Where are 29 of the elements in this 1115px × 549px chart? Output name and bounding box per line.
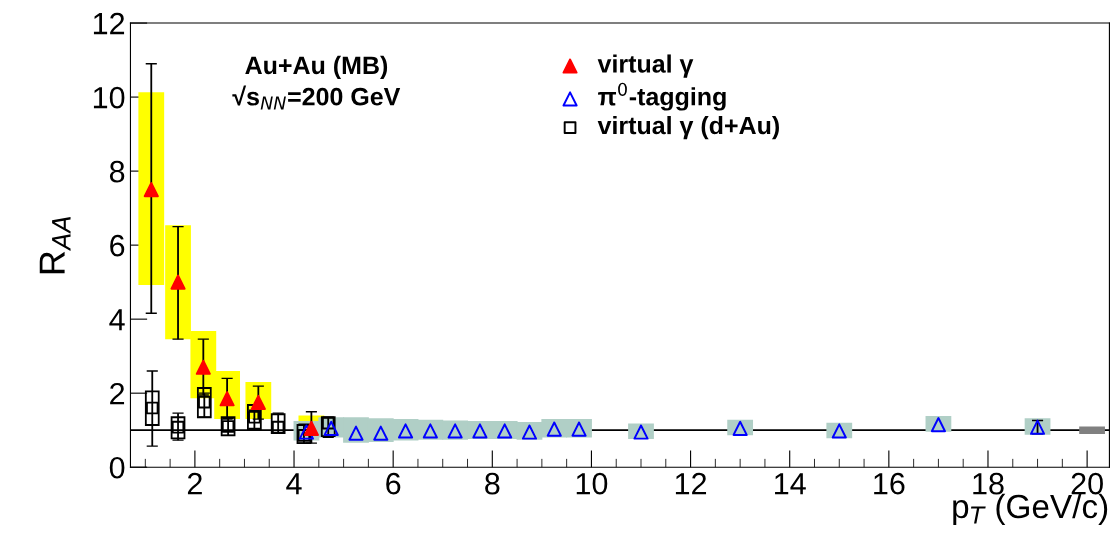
x-tick-label: 16 <box>874 472 905 495</box>
y-axis-title: R$_{AA}$ <box>39 216 71 274</box>
y-tick-label: 12 <box>93 12 125 35</box>
x-tick-label: 10 <box>576 472 608 495</box>
x-tick-label: 6 <box>386 472 401 495</box>
x-tick-label: 18 <box>973 472 1004 495</box>
point <box>170 274 186 290</box>
y-tick-label: 10 <box>93 86 125 109</box>
legend-label: π$^{0}$-tagging <box>598 82 726 111</box>
x-tick-label: 2 <box>187 472 202 495</box>
point <box>633 424 649 440</box>
y-tick-label: 2 <box>110 382 125 405</box>
x-tick-label: 20 <box>1071 472 1103 495</box>
y-tick-label: 4 <box>109 309 125 331</box>
point <box>195 359 211 375</box>
point <box>143 182 159 198</box>
y-tick-label: 8 <box>109 160 125 183</box>
y-tick-label: 0 <box>109 456 125 479</box>
y-tick-label: 6 <box>110 234 125 257</box>
annotation: Au+Au (MB) <box>245 55 388 80</box>
point <box>930 417 946 433</box>
legend-label: virtual γ <box>597 54 694 78</box>
x-tick-label: 8 <box>485 472 500 495</box>
x-tick-label: 14 <box>775 473 806 495</box>
legend-label: virtual γ (d+Au) <box>597 116 779 140</box>
bar <box>1079 426 1105 434</box>
annotation: √s$_{NN}$=200 GeV <box>232 85 401 110</box>
x-tick-label: 4 <box>286 473 302 495</box>
x-tick-label: 12 <box>675 472 707 495</box>
